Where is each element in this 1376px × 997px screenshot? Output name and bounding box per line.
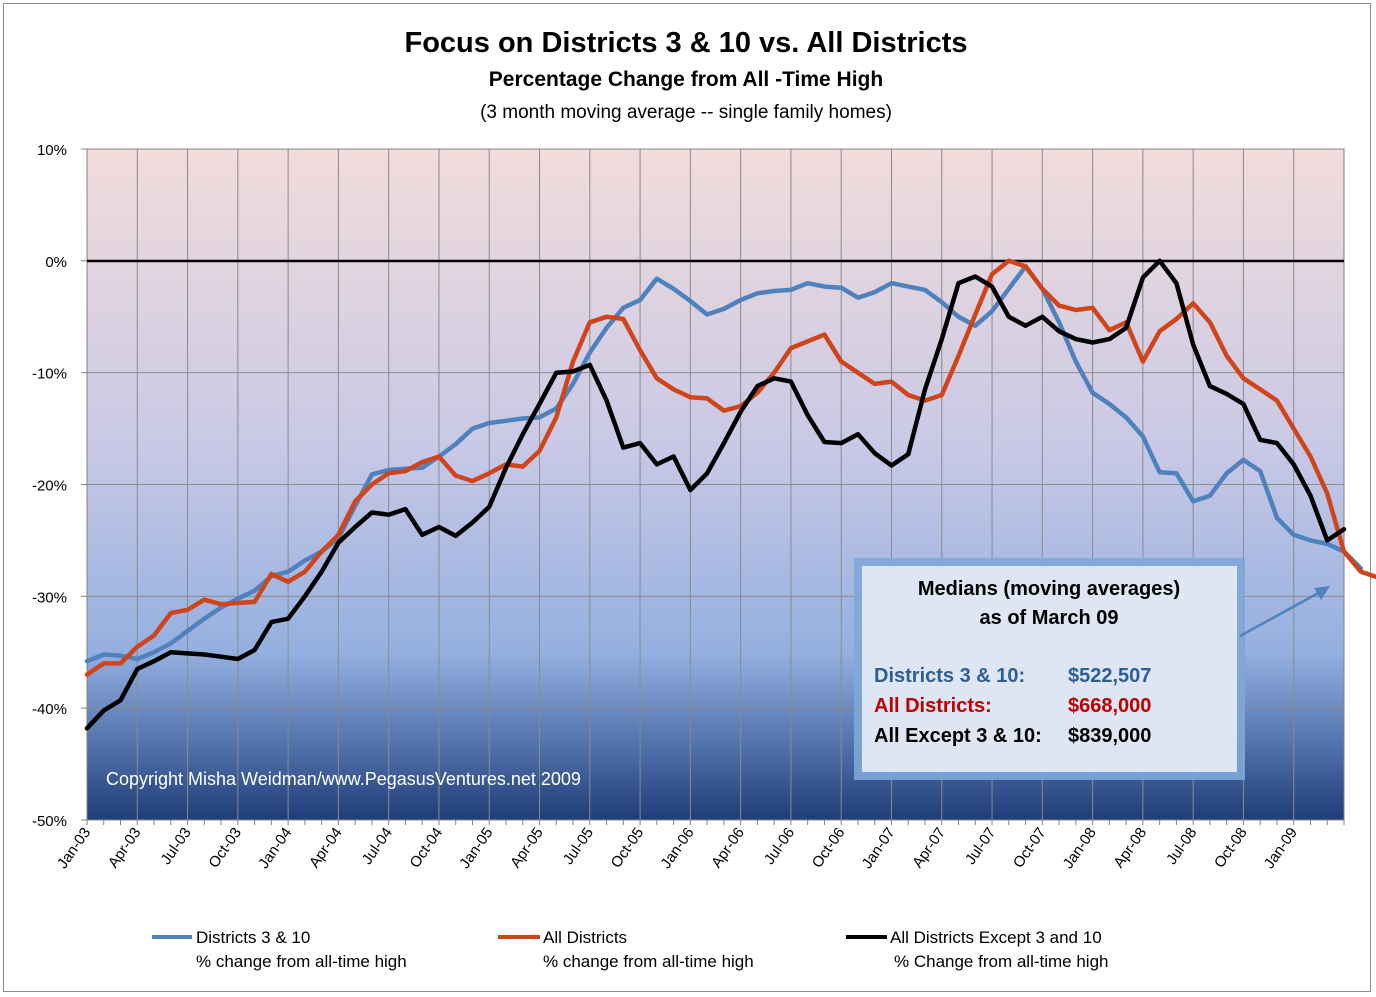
- y-tick-label: 0%: [45, 254, 67, 271]
- series-line-2: [84, 258, 1347, 731]
- x-tick-label: Jul-03: [157, 825, 194, 868]
- x-tick-label: Oct-06: [809, 825, 849, 872]
- info-label-all-except: All Except 3 & 10:: [874, 725, 1042, 747]
- chart-title: Focus on Districts 3 & 10 vs. All Distri…: [405, 27, 968, 59]
- info-value-all-districts: $668,000: [1068, 695, 1151, 717]
- chart-subtitle: Percentage Change from All -Time High: [489, 68, 883, 91]
- legend: Districts 3 & 10 % change from all-time …: [152, 928, 1108, 971]
- series-line-0: [84, 264, 1364, 664]
- legend-label-districts-3-10: Districts 3 & 10: [196, 928, 310, 947]
- x-tick-label: Jul-06: [761, 825, 798, 868]
- info-box: Medians (moving averages) as of March 09…: [854, 558, 1245, 780]
- y-tick-label: -10%: [32, 366, 67, 383]
- y-tick-label: -40%: [32, 701, 67, 718]
- legend-item-all-except: All Districts Except 3 and 10 % Change f…: [846, 928, 1108, 971]
- chart-subtitle-2: (3 month moving average -- single family…: [480, 102, 892, 123]
- legend-item-districts-3-10: Districts 3 & 10 % change from all-time …: [152, 928, 407, 971]
- y-tick-label: -20%: [32, 478, 67, 495]
- y-tick-label: 10%: [37, 142, 67, 159]
- chart-frame: [3, 3, 1371, 992]
- x-tick-label: Jul-05: [560, 825, 597, 868]
- x-tick-label: Apr-05: [507, 825, 547, 872]
- callout-arrow: [1239, 586, 1330, 638]
- x-tick-label: Oct-08: [1211, 825, 1251, 872]
- x-tick-label: Jan-06: [657, 825, 697, 872]
- legend-item-all-districts: All Districts % change from all-time hig…: [498, 928, 754, 971]
- x-tick-label: Jan-08: [1060, 825, 1100, 872]
- copyright-text: Copyright Misha Weidman/www.PegasusVentu…: [106, 769, 581, 789]
- x-tick-label: Apr-04: [306, 825, 346, 872]
- x-tick-label: Jan-09: [1261, 825, 1301, 872]
- info-label-districts-3-10: Districts 3 & 10:: [874, 665, 1025, 687]
- info-value-all-except: $839,000: [1068, 725, 1151, 747]
- x-tick-label: Apr-07: [909, 825, 949, 872]
- x-tick-label: Oct-03: [205, 825, 245, 872]
- x-tick-label: Jan-07: [859, 825, 899, 872]
- series-line-1: [84, 258, 1376, 677]
- x-tick-label: Jul-07: [962, 825, 999, 868]
- legend-label-all-except: All Districts Except 3 and 10: [890, 928, 1102, 947]
- legend-sublabel-all-except: % Change from all-time high: [894, 952, 1108, 971]
- x-tick-label: Oct-05: [608, 825, 648, 872]
- x-tick-label: Jul-04: [359, 825, 396, 868]
- y-axis: 10% 0% -10% -20% -30% -40% -50%: [32, 142, 87, 830]
- info-box-heading-1: Medians (moving averages): [918, 578, 1180, 600]
- x-tick-label: Jan-05: [456, 825, 496, 872]
- x-tick-label: Apr-03: [105, 825, 145, 872]
- x-tick-label: Apr-08: [1110, 825, 1150, 872]
- x-tick-label: Apr-06: [708, 825, 748, 872]
- x-tick-label: Jul-08: [1163, 825, 1200, 868]
- x-tick-label: Oct-07: [1010, 825, 1050, 872]
- info-box-heading-2: as of March 09: [980, 607, 1119, 629]
- legend-sublabel-districts-3-10: % change from all-time high: [196, 952, 407, 971]
- y-tick-label: -50%: [32, 813, 67, 830]
- info-label-all-districts: All Districts:: [874, 695, 992, 717]
- legend-sublabel-all-districts: % change from all-time high: [543, 952, 754, 971]
- y-tick-label: -30%: [32, 589, 67, 606]
- series-lines: [84, 258, 1376, 731]
- legend-label-all-districts: All Districts: [543, 928, 627, 947]
- x-tick-label: Jan-04: [255, 825, 295, 872]
- x-tick-label: Oct-04: [406, 825, 446, 872]
- info-value-districts-3-10: $522,507: [1068, 665, 1151, 687]
- x-axis: Jan-03 Apr-03 Jul-03 Oct-03 Jan-04 Apr-04 Jul-…: [54, 820, 1345, 872]
- x-tick-label: Jan-03: [54, 825, 94, 872]
